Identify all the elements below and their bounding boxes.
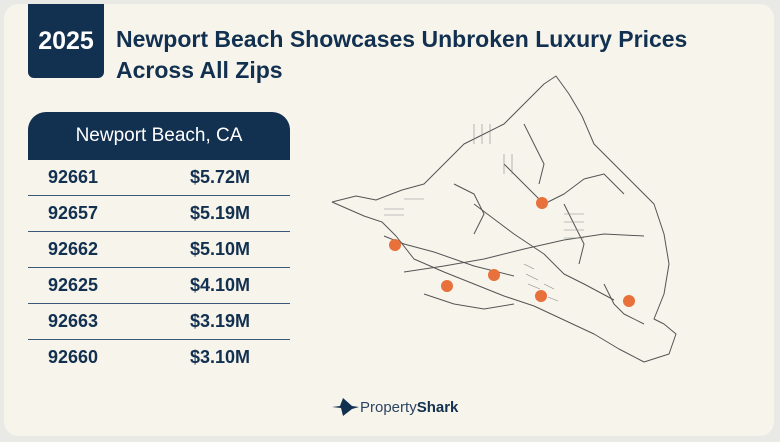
zip-code: 92661 <box>48 167 99 187</box>
table-row: 92625 $4.10M <box>28 268 290 304</box>
median-price: $3.10M <box>190 347 251 367</box>
median-price: $5.72M <box>190 167 251 187</box>
zip-code: 92657 <box>48 203 99 223</box>
zip-marker <box>441 280 453 292</box>
logo-text-1: Property <box>360 398 417 416</box>
zip-code: 92625 <box>48 275 99 295</box>
median-price: $3.19M <box>190 311 251 331</box>
table-heading: Newport Beach, CA <box>28 112 290 160</box>
page-title: Newport Beach Showcases Unbroken Luxury … <box>116 26 688 83</box>
price-table: Newport Beach, CA 92661 $5.72M 92657 $5.19M… <box>28 112 290 375</box>
logo-text-2: Shark <box>416 398 459 416</box>
zip-code: 92663 <box>48 311 99 331</box>
shark-icon <box>332 398 359 416</box>
zip-code: 92660 <box>48 347 99 367</box>
table-row: 92657 $5.19M <box>28 196 290 232</box>
zip-marker <box>389 239 401 251</box>
zip-marker <box>488 269 500 281</box>
median-price: $5.10M <box>190 239 251 259</box>
year-badge: 2025 <box>28 4 104 78</box>
coastline <box>331 201 677 363</box>
median-price: $4.10M <box>190 275 251 295</box>
newport-beach-map <box>331 75 677 363</box>
zip-marker <box>535 290 547 302</box>
table-row: 92662 $5.10M <box>28 232 290 268</box>
median-price: $5.19M <box>190 203 251 223</box>
table-row: 92663 $3.19M <box>28 304 290 340</box>
infographic-card: 2025 Newport Beach Showcases Unbroken Lu… <box>4 4 774 436</box>
table-row: 92660 $3.10M <box>28 340 290 375</box>
table-row: 92661 $5.72M <box>28 160 290 196</box>
zip-marker <box>623 295 635 307</box>
zip-marker <box>536 197 548 209</box>
propertyshark-logo: Property Shark <box>330 396 458 418</box>
zip-code: 92662 <box>48 239 99 259</box>
boundary <box>331 75 670 325</box>
